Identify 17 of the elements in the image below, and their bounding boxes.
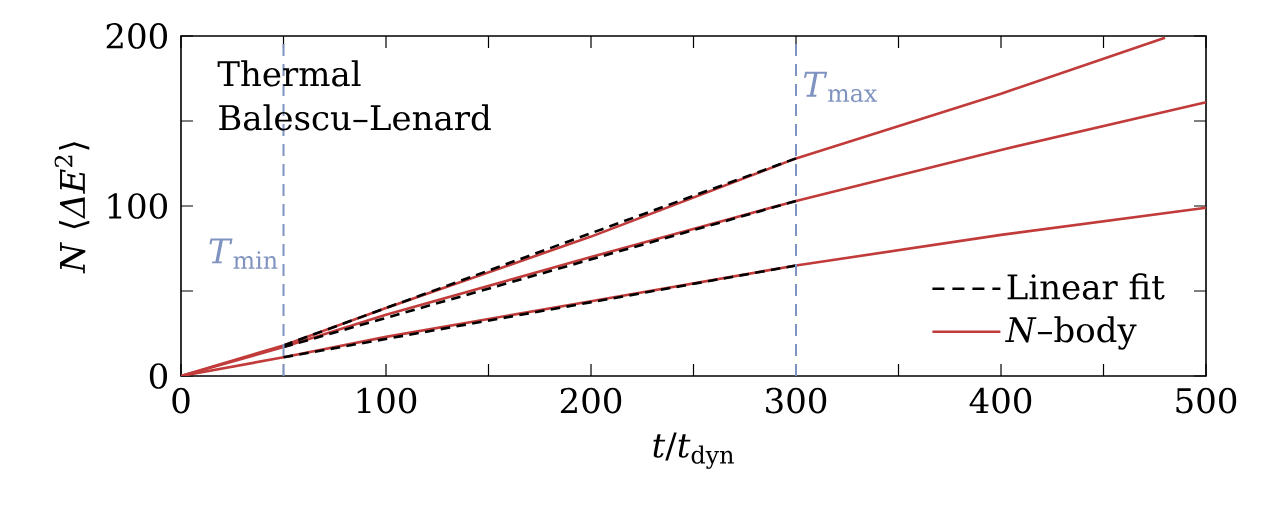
y-axis-title: N ⟨ΔE$^{2}$⟩ xyxy=(54,142,90,274)
x-tick-label: 200 xyxy=(560,387,622,414)
x-tick-label: 0 xyxy=(172,387,190,414)
legend-label: Linear fit xyxy=(1007,273,1165,300)
y-tick-label: 100 xyxy=(108,193,168,219)
x-axis-title: t/t$_{dyn}$ xyxy=(653,432,734,469)
annotation: Balescu–Lenard xyxy=(219,104,491,131)
annotation: Thermal xyxy=(217,60,361,87)
legend-label: N–body xyxy=(1005,316,1137,350)
x-tick-label: 500 xyxy=(1176,387,1237,414)
y-tick-label: 200 xyxy=(106,23,168,49)
x-tick-label: 300 xyxy=(766,387,827,414)
x-tick-label: 100 xyxy=(357,387,417,414)
ref-line-label: T$_{max}$ xyxy=(804,71,878,103)
y-tick-label: 0 xyxy=(149,363,168,389)
ref-line-label: T$_{min}$ xyxy=(209,238,278,269)
x-tick-label: 400 xyxy=(969,387,1032,414)
